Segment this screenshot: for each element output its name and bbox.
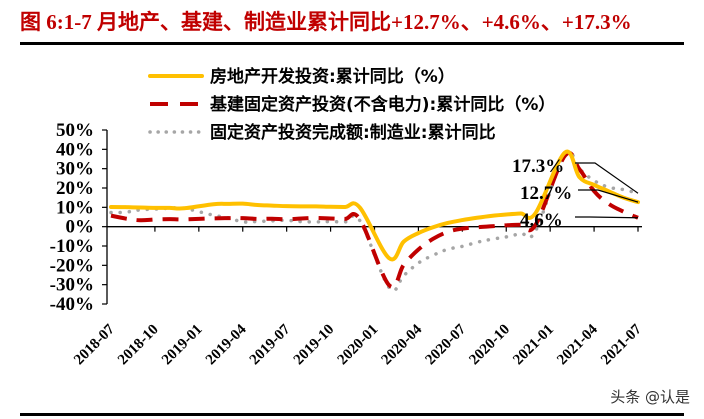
legend-label: 房地产开发投资:累计同比（%） [210, 66, 455, 87]
y-tick-label: 10% [56, 197, 94, 218]
y-tick-label: 30% [56, 159, 94, 180]
x-tick-label: 2019-10 [291, 322, 338, 369]
real-estate-line [109, 149, 640, 262]
chart-legend: 房地产开发投资:累计同比（%） 基建固定资产投资(不含电力):累计同比（%） 固定资… [148, 66, 555, 143]
x-tick-label: 2020-01 [335, 322, 382, 369]
y-tick-label: 20% [56, 178, 94, 199]
x-tick-label: 2020-04 [379, 321, 426, 368]
legend-label: 固定资产投资完成额:制造业:累计同比 [210, 122, 496, 143]
title-divider [20, 42, 684, 45]
y-tick-label: -30% [50, 275, 94, 296]
x-axis: 2018-072018-102019-012019-042019-072019-… [71, 226, 645, 369]
y-tick-label: -10% [50, 236, 94, 257]
x-tick-label: 2020-10 [466, 322, 513, 369]
x-tick-label: 2021-04 [554, 321, 601, 368]
x-tick-label: 2021-01 [510, 322, 557, 369]
annotation-label: 17.3% [512, 156, 564, 177]
y-tick-label: 0% [66, 217, 95, 238]
y-tick-label: -40% [50, 294, 94, 315]
annotation-leader-line [578, 189, 639, 203]
infrastructure-line [110, 150, 639, 289]
annotation-leader-line [575, 216, 639, 219]
x-tick-label: 2019-01 [159, 322, 206, 369]
annotation-label: 12.7% [520, 183, 572, 204]
annotation-leader-line [575, 162, 639, 194]
y-tick-label: 50% [56, 120, 94, 141]
x-tick-label: 2018-07 [71, 321, 118, 368]
chart-title: 图 6:1-7 月地产、基建、制造业累计同比+12.7%、+4.6%、+17.3… [20, 10, 632, 34]
y-axis: 50%40%30%20%10%0%-10%-20%-30%-40% [50, 120, 108, 315]
annotation-label: 4.6% [520, 210, 563, 231]
y-tick-label: -20% [50, 255, 94, 276]
x-tick-label: 2021-07 [598, 321, 645, 368]
series-lines [109, 149, 640, 293]
x-tick-label: 2019-07 [247, 321, 294, 368]
bottom-divider [20, 413, 684, 416]
end-value-annotations: 17.3% 12.7% 4.6% [512, 156, 639, 231]
x-tick-label: 2020-07 [422, 321, 469, 368]
x-tick-label: 2019-04 [203, 321, 250, 368]
legend-label: 基建固定资产投资(不含电力):累计同比（%） [209, 94, 555, 115]
watermark: 头条 @认是 [610, 388, 690, 406]
x-tick-label: 2018-10 [115, 322, 162, 369]
y-tick-label: 40% [56, 139, 94, 160]
